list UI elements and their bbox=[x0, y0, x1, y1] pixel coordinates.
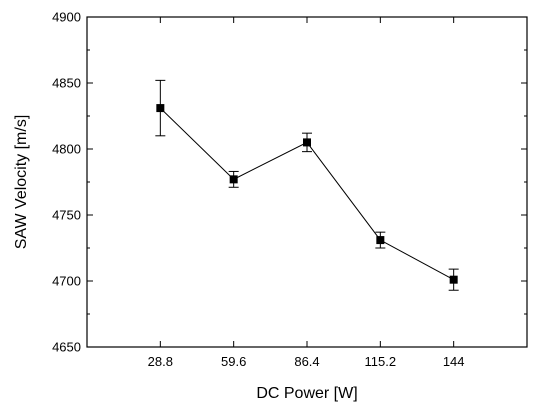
y-tick-label: 4800 bbox=[52, 142, 81, 157]
data-point bbox=[156, 104, 165, 113]
y-tick-label: 4900 bbox=[52, 10, 81, 25]
x-axis-title: DC Power [W] bbox=[256, 385, 357, 402]
x-axis: 28.8 59.6 86.4 115.2 144 bbox=[148, 17, 465, 369]
series-saw-velocity bbox=[155, 79, 459, 291]
y-tick-label: 4850 bbox=[52, 76, 81, 91]
x-tick-label: 59.6 bbox=[221, 354, 246, 369]
data-point bbox=[376, 236, 385, 245]
y-tick-label: 4650 bbox=[52, 340, 81, 355]
data-point bbox=[229, 175, 238, 184]
plot-frame bbox=[86, 16, 528, 348]
y-axis: 4650 4700 4750 4800 4850 4900 bbox=[52, 10, 527, 355]
x-tick-label: 86.4 bbox=[294, 354, 319, 369]
x-tick-label: 144 bbox=[443, 354, 465, 369]
y-tick-label: 4750 bbox=[52, 208, 81, 223]
data-point bbox=[449, 275, 458, 284]
x-tick-label: 28.8 bbox=[148, 354, 173, 369]
data-point bbox=[303, 138, 311, 147]
y-tick-label: 4700 bbox=[52, 274, 81, 289]
y-axis-title: SAW Velocity [m/s] bbox=[13, 115, 30, 250]
x-tick-label: 115.2 bbox=[365, 354, 397, 369]
